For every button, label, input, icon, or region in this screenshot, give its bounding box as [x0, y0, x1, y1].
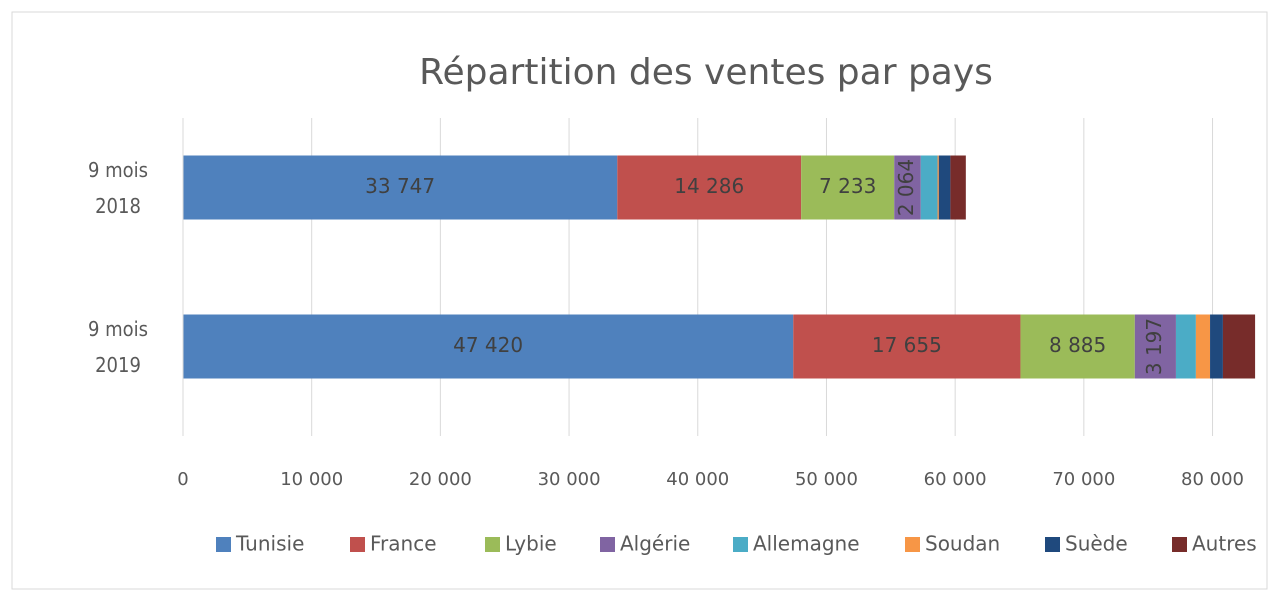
bar-segment: [894, 155, 921, 220]
x-tick-label: 50 000: [795, 469, 858, 490]
x-tick-label: 10 000: [280, 469, 343, 490]
bar-segment: [1020, 314, 1135, 379]
legend-label: France: [370, 532, 437, 556]
x-tick-label: 70 000: [1052, 469, 1115, 490]
legend-swatch: [905, 537, 920, 552]
data-label: 33 747: [365, 174, 435, 198]
legend-label: Suède: [1065, 532, 1128, 556]
bar-segment: [938, 155, 951, 220]
bar-segment: [1210, 314, 1223, 379]
bar-segment: [183, 155, 618, 220]
x-tick-label: 0: [177, 469, 188, 490]
legend-swatch: [733, 537, 748, 552]
legend-label: Allemagne: [753, 532, 860, 556]
legend-label: Algérie: [620, 532, 690, 556]
x-tick-label: 80 000: [1181, 469, 1244, 490]
bar-segment: [920, 155, 938, 220]
data-label: 8 885: [1049, 333, 1106, 357]
legend-label: Tunisie: [235, 532, 304, 556]
y-tick-label: 9 mois 2019: [87, 316, 149, 377]
bar-segment: [1222, 314, 1256, 379]
data-label: 14 286: [674, 174, 744, 198]
legend-swatch: [600, 537, 615, 552]
legend-label: Soudan: [925, 532, 1000, 556]
chart-border: [11, 11, 1268, 590]
bar-segment: [1134, 314, 1176, 379]
chart-title: Répartition des ventes par pays: [419, 52, 993, 93]
bar-segment: [937, 155, 939, 220]
x-tick-label: 30 000: [538, 469, 601, 490]
legend-label: Lybie: [505, 532, 557, 556]
legend-label: Autres: [1192, 532, 1257, 556]
bar-segment: [183, 314, 794, 379]
data-label: 3 197: [1142, 318, 1166, 375]
data-label: 17 655: [872, 333, 942, 357]
legend-swatch: [485, 537, 500, 552]
x-tick-label: 40 000: [666, 469, 729, 490]
bar-segment: [793, 314, 1021, 379]
data-label: 47 420: [453, 333, 523, 357]
data-label: 2 064: [894, 159, 918, 216]
x-tick-label: 20 000: [409, 469, 472, 490]
x-tick-label: 60 000: [924, 469, 987, 490]
bar-segment: [950, 155, 966, 220]
legend-swatch: [1045, 537, 1060, 552]
data-label: 7 233: [819, 174, 876, 198]
bar-segment: [617, 155, 802, 220]
bar-segment: [1175, 314, 1196, 379]
legend-swatch: [350, 537, 365, 552]
bar-segment: [801, 155, 895, 220]
legend-swatch: [216, 537, 231, 552]
legend-swatch: [1172, 537, 1187, 552]
bar-segment: [1195, 314, 1211, 379]
y-tick-label: 9 mois 2018: [87, 157, 149, 218]
